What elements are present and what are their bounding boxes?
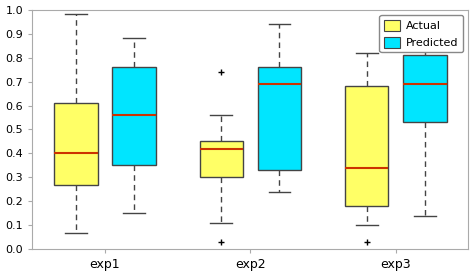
- PathPatch shape: [200, 142, 243, 178]
- Legend: Actual, Predicted: Actual, Predicted: [379, 15, 463, 52]
- PathPatch shape: [258, 67, 301, 170]
- PathPatch shape: [54, 103, 98, 185]
- PathPatch shape: [112, 67, 156, 165]
- PathPatch shape: [403, 55, 447, 122]
- PathPatch shape: [345, 86, 389, 206]
